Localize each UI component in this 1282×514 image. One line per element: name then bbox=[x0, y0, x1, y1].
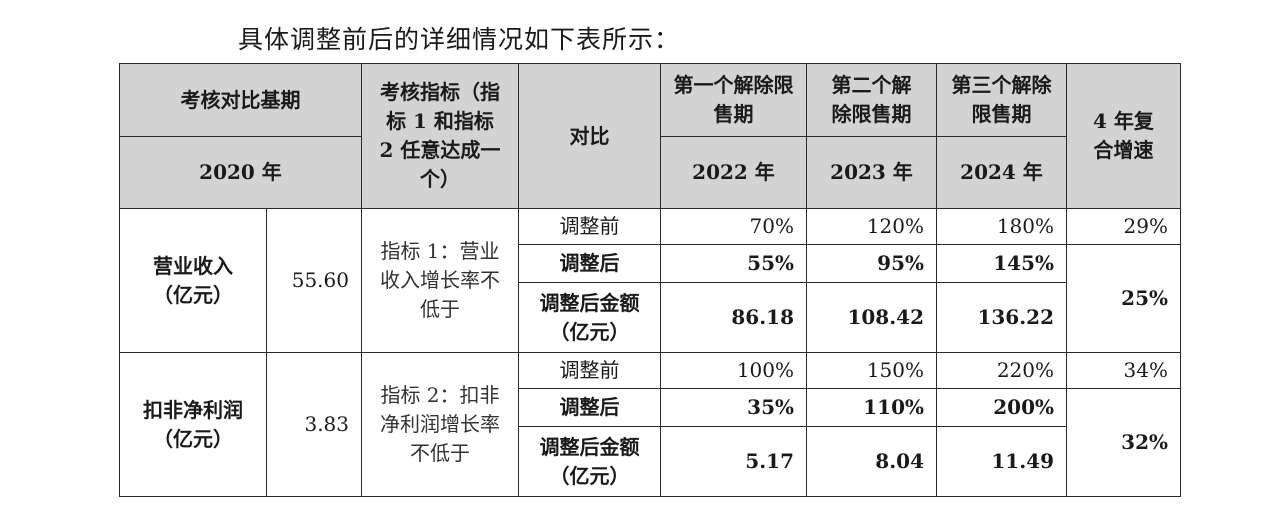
cell-value: 108.42 bbox=[806, 282, 937, 353]
cell-value: 55% bbox=[660, 244, 807, 283]
base-period-header: 考核对比基期 bbox=[119, 63, 362, 137]
cell-value: 120% bbox=[806, 208, 937, 245]
period1-header: 第一个解除限售期 bbox=[660, 63, 807, 137]
cell-value: 220% bbox=[936, 352, 1067, 389]
period3-header: 第三个解除限售期 bbox=[936, 63, 1067, 137]
table-row: 调整后 35% 110% 200% 32% bbox=[120, 388, 1181, 497]
table-row: 扣非净利润（亿元） 3.83 指标 2：扣非净利润增长率不低于 调整前 100%… bbox=[119, 352, 1181, 497]
cell-value: 200% bbox=[936, 388, 1067, 427]
cell-value: 70% bbox=[660, 208, 807, 245]
row-label: 调整后 bbox=[518, 244, 661, 283]
cell-value: 11.49 bbox=[936, 426, 1067, 497]
indicator-text: 指标 1：营业收入增长率不低于 bbox=[361, 208, 519, 353]
cell-value: 8.04 bbox=[806, 426, 937, 497]
metric-label: 营业收入（亿元） bbox=[119, 208, 267, 353]
year1-header: 2022 年 bbox=[660, 136, 807, 209]
year2-header: 2023 年 bbox=[806, 136, 937, 209]
intro-text: 具体调整前后的详细情况如下表所示： bbox=[238, 25, 681, 54]
compare-header: 对比 bbox=[518, 63, 661, 209]
cell-value: 150% bbox=[806, 352, 937, 389]
table-row: 调整后金额（亿元） 5.17 8.04 11.49 bbox=[120, 426, 1181, 497]
cell-value: 35% bbox=[660, 388, 807, 427]
cell-value: 145% bbox=[936, 244, 1067, 283]
row-label: 调整后 bbox=[518, 388, 661, 427]
base-year-header: 2020 年 bbox=[119, 136, 362, 209]
base-value: 55.60 bbox=[266, 208, 362, 353]
cell-value: 5.17 bbox=[660, 426, 807, 497]
table-row: 调整后金额（亿元） 86.18 108.42 136.22 bbox=[120, 282, 1181, 353]
cagr-value: 29% bbox=[1066, 208, 1181, 245]
cell-value: 136.22 bbox=[936, 282, 1067, 353]
table-row: 营业收入（亿元） 55.60 指标 1：营业收入增长率不低于 调整前 70% 1… bbox=[119, 208, 1181, 353]
row-label: 调整后金额（亿元） bbox=[518, 282, 661, 353]
indicator-text: 指标 2：扣非净利润增长率不低于 bbox=[361, 352, 519, 497]
period2-header: 第二个解除限售期 bbox=[806, 63, 937, 137]
cagr-value: 32% bbox=[1066, 388, 1181, 497]
cell-value: 180% bbox=[936, 208, 1067, 245]
cagr-value: 34% bbox=[1066, 352, 1181, 389]
cagr-header: 4 年复合增速 bbox=[1066, 63, 1181, 209]
cell-value: 100% bbox=[660, 352, 807, 389]
adjustment-table: 考核对比基期 考核指标（指标 1 和指标 2 任意达成一个） 对比 第一个解除限… bbox=[119, 63, 1181, 497]
cagr-value: 25% bbox=[1066, 244, 1181, 353]
cell-value: 95% bbox=[806, 244, 937, 283]
base-value: 3.83 bbox=[266, 352, 362, 497]
row-label: 调整后金额（亿元） bbox=[518, 426, 661, 497]
metric-label: 扣非净利润（亿元） bbox=[119, 352, 267, 497]
cell-value: 86.18 bbox=[660, 282, 807, 353]
row-label: 调整前 bbox=[518, 352, 661, 389]
cell-value: 110% bbox=[806, 388, 937, 427]
indicator-header: 考核指标（指标 1 和指标 2 任意达成一个） bbox=[361, 63, 519, 209]
row-label: 调整前 bbox=[518, 208, 661, 245]
year3-header: 2024 年 bbox=[936, 136, 1067, 209]
